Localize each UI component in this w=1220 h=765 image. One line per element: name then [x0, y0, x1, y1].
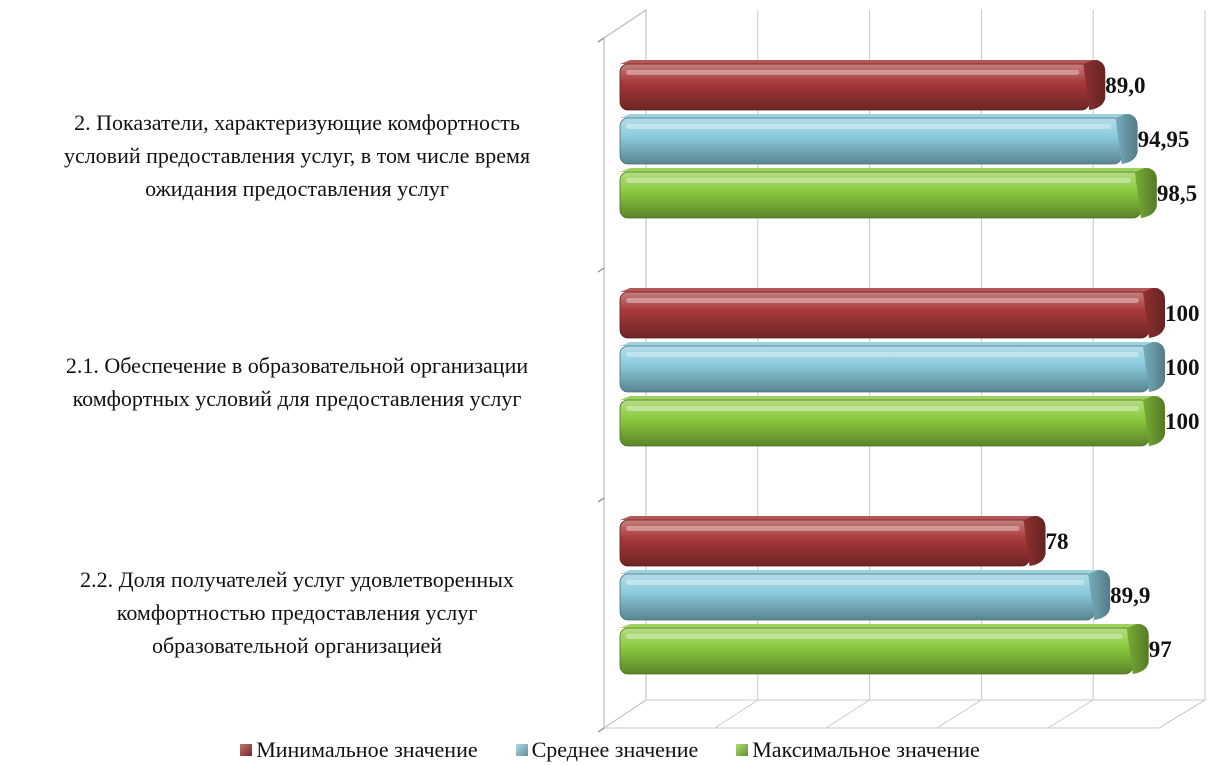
- floor-gridline: [714, 699, 759, 729]
- category-label-line: комфортностью предоставления услуг: [116, 599, 478, 625]
- category-tick: [597, 727, 605, 733]
- bar-highlight: [626, 352, 1139, 357]
- data-label: 89,0: [1105, 73, 1145, 98]
- data-label: 94,95: [1138, 127, 1190, 152]
- bar-end-cap: [1143, 396, 1165, 446]
- category-label-line: 2. Показатели, характеризующие комфортно…: [74, 109, 520, 135]
- bar-top-face: [620, 60, 1100, 64]
- floor-gridline: [936, 699, 982, 729]
- bar-end-cap: [1088, 570, 1111, 620]
- legend-label: Максимальное значение: [752, 737, 980, 762]
- bar: [619, 516, 1046, 567]
- bar: [619, 570, 1111, 621]
- data-label: 100: [1165, 409, 1200, 434]
- category-tick: [597, 267, 605, 273]
- data-label: 78: [1046, 529, 1069, 554]
- bar-end-cap: [1143, 288, 1165, 338]
- bar-series-group: [619, 60, 1165, 675]
- legend-item: Среднее значение: [515, 737, 699, 763]
- data-label: 98,5: [1157, 181, 1197, 206]
- category-label-line: ожидания предоставления услуг: [145, 175, 449, 201]
- bar-top-face: [620, 396, 1159, 400]
- floor: [602, 699, 1207, 729]
- bar-end-cap: [1083, 60, 1106, 110]
- data-label: 100: [1165, 355, 1200, 380]
- bar-highlight: [626, 178, 1131, 183]
- legend-swatch: [240, 744, 253, 756]
- category-label-line: 2.1. Обеспечение в образовательной орган…: [65, 353, 529, 378]
- data-label: 97: [1149, 637, 1172, 662]
- category-label: 2.1. Обеспечение в образовательной орган…: [2, 349, 592, 415]
- category-tick: [597, 37, 605, 43]
- category-label-line: условий предоставления услуг, в том числ…: [63, 142, 531, 168]
- data-label: 100: [1165, 301, 1200, 326]
- bar-top-face: [620, 168, 1151, 172]
- category-label-line: 2.2. Доля получателей услуг удовлетворен…: [80, 566, 514, 592]
- bar: [619, 624, 1149, 675]
- bar-highlight: [626, 298, 1139, 303]
- legend-item: Максимальное значение: [736, 737, 980, 763]
- bar-top-face: [620, 570, 1105, 574]
- floor-gridline: [1047, 699, 1094, 729]
- floor-gridline: [1158, 699, 1206, 729]
- bar-highlight: [626, 406, 1139, 411]
- legend-swatch: [736, 744, 749, 756]
- bar-end-cap: [1115, 114, 1138, 164]
- category-label: 2. Показатели, характеризующие комфортно…: [2, 106, 592, 205]
- bar: [619, 168, 1157, 219]
- bar: [619, 288, 1165, 339]
- floor-gridline: [825, 699, 870, 729]
- bar-top-face: [620, 624, 1143, 628]
- bar-top-face: [620, 288, 1159, 292]
- bar-highlight: [626, 634, 1123, 639]
- bar-highlight: [626, 580, 1085, 585]
- bar-end-cap: [1143, 342, 1165, 392]
- category-tick: [597, 497, 605, 503]
- legend-swatch: [515, 744, 528, 756]
- bar-end-cap: [1023, 516, 1046, 566]
- legend-label: Минимальное значение: [256, 737, 478, 762]
- bar-highlight: [626, 70, 1080, 75]
- bar: [619, 396, 1165, 447]
- data-label: 89,9: [1110, 583, 1150, 608]
- bar: [619, 342, 1165, 393]
- category-label-line: комфортных условий для предоставления ус…: [72, 386, 522, 411]
- bar-highlight: [626, 124, 1112, 129]
- bar-highlight: [626, 526, 1020, 531]
- data-labels-group: 89,0 94,95 98,5 100 100 100 78 89,9 97: [1046, 73, 1200, 662]
- bar-end-cap: [1134, 168, 1157, 218]
- bar: [619, 114, 1138, 165]
- legend-item: Минимальное значение: [240, 737, 478, 763]
- bar-top-face: [620, 342, 1159, 346]
- bar: [619, 60, 1106, 111]
- floor-gridline: [603, 699, 647, 729]
- category-label: 2.2. Доля получателей услуг удовлетворен…: [2, 563, 592, 662]
- category-label-line: образовательной организацией: [151, 632, 443, 658]
- bar-top-face: [620, 516, 1040, 520]
- bar-end-cap: [1126, 624, 1149, 674]
- bar-top-face: [620, 114, 1132, 118]
- legend-label: Среднее значение: [531, 737, 699, 762]
- legend: Минимальное значение Среднее значение Макс…: [0, 735, 1220, 765]
